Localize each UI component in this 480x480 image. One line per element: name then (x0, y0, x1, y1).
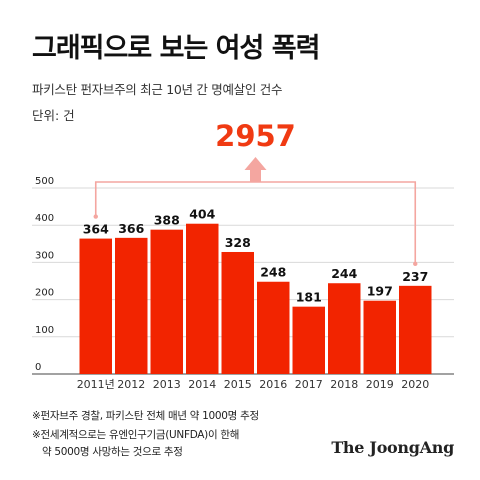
data-label: 248 (260, 265, 286, 280)
x-tick-label: 2017 (295, 378, 323, 391)
x-tick-label: 2019 (366, 378, 394, 391)
y-tick-label: 400 (35, 213, 54, 224)
bar (399, 285, 432, 374)
x-tick-label: 2013 (153, 378, 181, 391)
data-label: 366 (118, 221, 144, 236)
data-label: 181 (296, 290, 322, 305)
data-label: 388 (154, 213, 180, 228)
data-label: 364 (83, 222, 109, 237)
unit-label: 단위: 건 (32, 108, 75, 123)
x-tick-label: 2016 (259, 378, 287, 391)
x-tick-label: 2012 (117, 378, 145, 391)
bar (363, 300, 396, 374)
bar (150, 229, 183, 374)
x-tick-label: 2020 (401, 378, 429, 391)
x-tick-label: 2011년 (77, 378, 115, 391)
total-label: 2957 (215, 119, 296, 153)
bar (328, 283, 361, 374)
x-tick-label: 2018 (330, 378, 358, 391)
bar (257, 281, 290, 374)
x-tick-label: 2015 (224, 378, 252, 391)
y-tick-label: 100 (35, 325, 54, 336)
footnote-2: ※전세계적으로는 유엔인구기금(UNFDA)이 한해 (32, 429, 240, 441)
bar-chart: 0 100 200 300 400 500 364 2011년 366 2012 388 2013 40… (32, 119, 454, 391)
footnote-1: ※펀자브주 경찰, 파키스탄 전체 매년 약 1000명 추정 (32, 410, 259, 422)
y-tick-label: 300 (35, 250, 54, 261)
page-title: 그래픽으로 보는 여성 폭력 (32, 33, 320, 64)
bracket-end-dot (413, 261, 418, 267)
footnote-3: 약 5000명 사망하는 것으로 추정 (42, 446, 183, 458)
brand-logo: The JoongAng (331, 438, 454, 457)
y-tick-label: 0 (35, 362, 41, 373)
bar (79, 238, 112, 374)
bar (221, 251, 254, 374)
bar (115, 237, 148, 374)
total-arrow (244, 157, 267, 182)
bar (292, 306, 325, 374)
bar (186, 223, 219, 374)
bracket-end-dot (93, 214, 98, 219)
data-label: 237 (402, 269, 428, 284)
y-tick-label: 500 (35, 176, 54, 187)
data-label: 244 (331, 266, 357, 281)
y-tick-label: 200 (35, 288, 54, 299)
data-label: 328 (225, 235, 251, 250)
chart-subtitle: 파키스탄 펀자브주의 최근 10년 간 명예살인 건수 (32, 82, 283, 97)
data-label: 197 (367, 284, 393, 299)
data-label: 404 (189, 207, 215, 222)
x-tick-label: 2014 (188, 378, 216, 391)
